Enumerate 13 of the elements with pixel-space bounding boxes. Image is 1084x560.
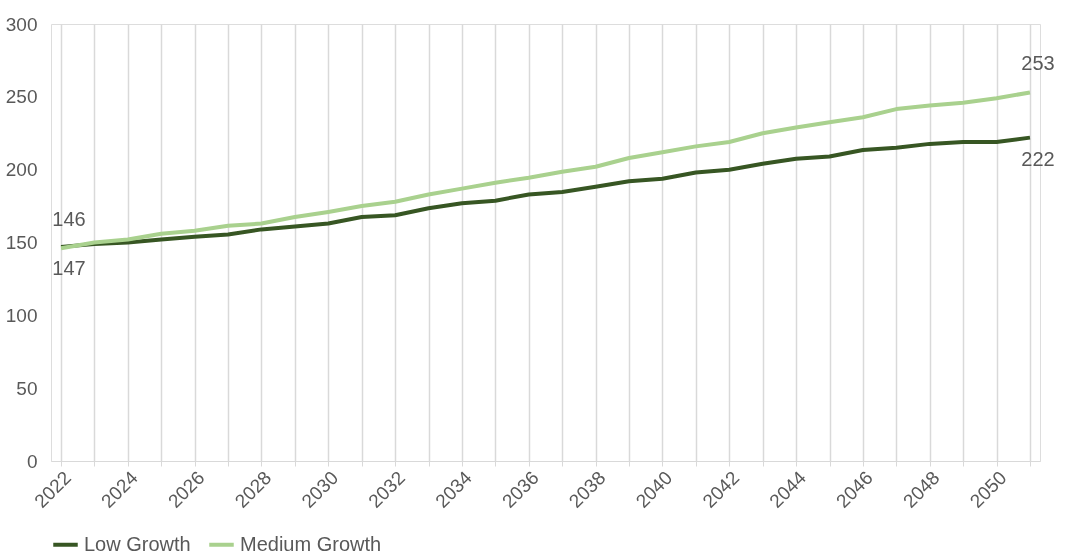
y-tick-label: 150 bbox=[5, 232, 38, 253]
y-tick-label: 200 bbox=[5, 159, 38, 181]
data-label: 222 bbox=[1021, 147, 1055, 170]
data-label: 253 bbox=[1021, 52, 1055, 75]
legend-label: Low Growth bbox=[84, 532, 191, 555]
y-tick-label: 250 bbox=[5, 86, 38, 108]
data-label: 147 bbox=[52, 256, 86, 279]
y-tick-label: 0 bbox=[26, 450, 38, 472]
y-tick-label: 50 bbox=[16, 377, 38, 399]
data-label: 146 bbox=[52, 208, 86, 231]
y-tick-label: 100 bbox=[5, 304, 38, 326]
legend-label: Medium Growth bbox=[240, 532, 382, 555]
y-tick-label: 300 bbox=[5, 13, 38, 35]
